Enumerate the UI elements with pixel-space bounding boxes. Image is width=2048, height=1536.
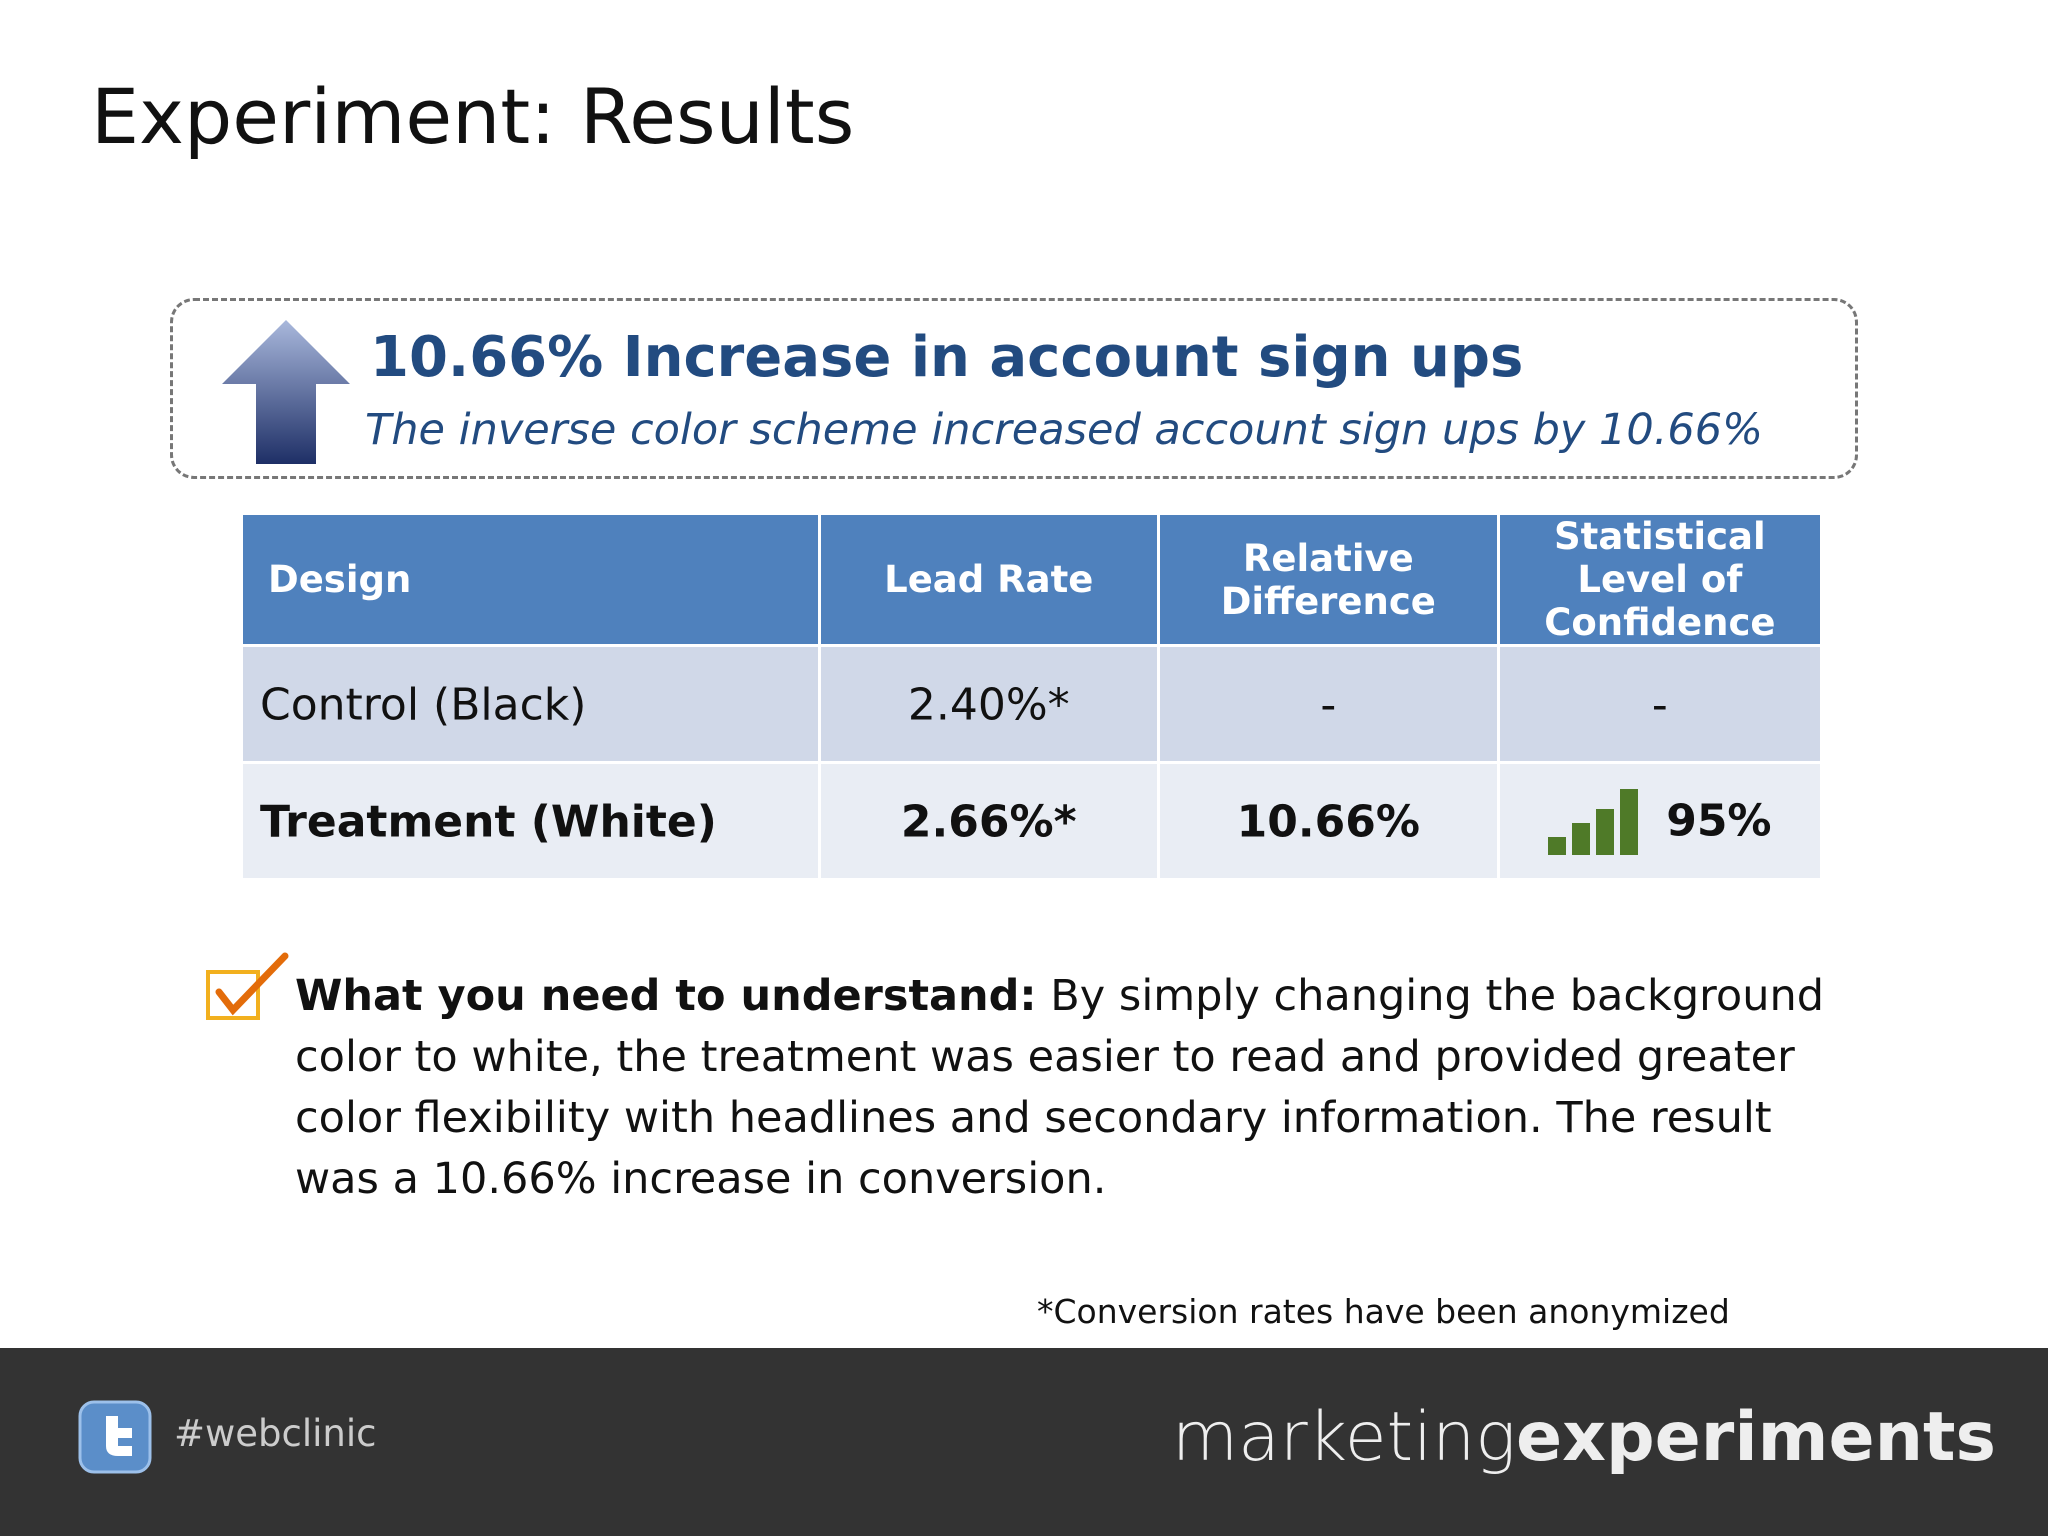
signal-icon <box>1548 789 1639 855</box>
logo: marketingexperiments <box>1172 1398 1996 1477</box>
column-header: Statistical Level of Confidence <box>1499 515 1820 644</box>
cell-text: 2.66%* <box>900 796 1077 848</box>
cell-text: Control (Black) <box>260 679 587 731</box>
table-cell: - <box>1499 647 1820 761</box>
footer-bar <box>0 1348 2048 1536</box>
cell-text: 95% <box>1666 795 1772 847</box>
cell-text: 10.66% <box>1236 796 1420 848</box>
logo-bold: experiments <box>1516 1398 1996 1477</box>
note: What you need to understand: By simply c… <box>295 966 1835 1210</box>
callout-headline: 10.66% Increase in account sign ups <box>370 325 1524 390</box>
note-label: What you need to understand: <box>295 971 1037 1021</box>
table-cell: 95% <box>1499 764 1820 878</box>
table-cell: - <box>1159 647 1497 761</box>
results-table: Design Lead Rate Relative Difference Statis… <box>240 512 1823 881</box>
footnote: *Conversion rates have been anonymized <box>1037 1292 1730 1331</box>
table-cell: Treatment (White) <box>243 764 818 878</box>
callout-subheadline: The inverse color scheme increased accou… <box>365 405 1763 455</box>
table-row: Control (Black) 2.40%* - - <box>243 647 1820 761</box>
cell-text: - <box>1651 679 1668 731</box>
up-arrow <box>222 320 350 464</box>
callout-box <box>170 298 1858 479</box>
column-header: Relative Difference <box>1159 515 1497 644</box>
twitter-icon <box>78 1400 152 1474</box>
cell-text: Treatment (White) <box>260 796 717 848</box>
table-row: Treatment (White) 2.66%* 10.66% 95% <box>243 764 1820 878</box>
table-cell: 10.66% <box>1159 764 1497 878</box>
cell-text: 2.40%* <box>907 679 1070 731</box>
table-cell: 2.40%* <box>820 647 1157 761</box>
table-cell: 2.66%* <box>820 764 1157 878</box>
column-header: Design <box>243 515 818 644</box>
checkbox-icon <box>206 952 289 1020</box>
table-cell: Control (Black) <box>243 647 818 761</box>
cell-text: - <box>1320 679 1337 731</box>
logo-light: marketing <box>1171 1398 1517 1477</box>
title: Experiment: Results <box>91 72 855 161</box>
hashtag: #webclinic <box>174 1412 377 1455</box>
column-header: Lead Rate <box>820 515 1157 644</box>
note-text: By simply changing the background color … <box>295 971 1825 1204</box>
